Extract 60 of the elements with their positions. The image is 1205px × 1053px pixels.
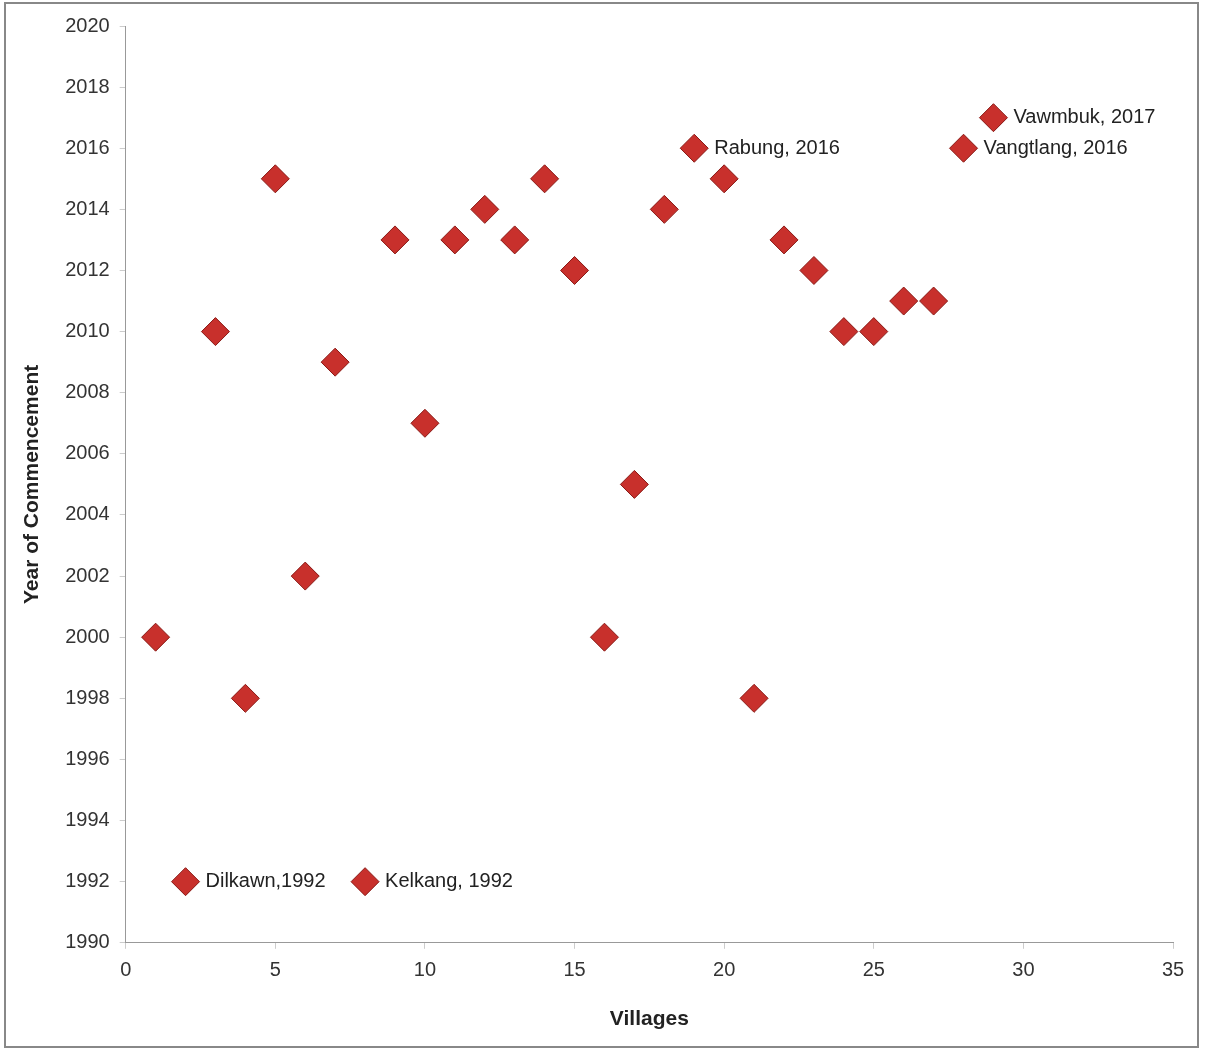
point: [679, 133, 709, 163]
point: [320, 347, 350, 377]
annotation: Vawmbuk, 2017: [1013, 105, 1156, 128]
y-tick-label: 1990: [65, 930, 110, 953]
point: [380, 225, 410, 255]
point: [949, 133, 979, 163]
point: [769, 225, 799, 255]
x-tick-label: 15: [563, 958, 586, 981]
point: [889, 286, 919, 316]
point: [589, 622, 619, 652]
point: [560, 255, 590, 285]
y-tick-label: 1998: [65, 685, 110, 708]
x-tick-label: 0: [120, 958, 132, 981]
point: [739, 683, 769, 713]
y-tick-label: 2000: [65, 624, 110, 647]
point: [141, 622, 171, 652]
y-tick-label: 2006: [65, 441, 110, 464]
point: [829, 317, 859, 347]
point: [709, 164, 739, 194]
y-tick-label: 2014: [65, 196, 110, 219]
point: [619, 469, 649, 499]
annotation: Vangtlang, 2016: [983, 135, 1128, 158]
point: [410, 408, 440, 438]
point: [260, 164, 290, 194]
point: [500, 225, 530, 255]
y-tick-label: 1992: [65, 869, 110, 892]
x-axis-title: Villages: [609, 1006, 689, 1030]
annotation: Dilkawn,1992: [205, 869, 326, 892]
point: [859, 317, 889, 347]
point: [200, 317, 230, 347]
y-tick-label: 2018: [65, 74, 110, 97]
y-axis-title: Year of Commencement: [19, 364, 43, 605]
point: [350, 867, 380, 897]
y-tick-label: 2012: [65, 258, 110, 280]
point: [649, 194, 679, 224]
y-tick-label: 1996: [65, 746, 110, 769]
point: [440, 225, 470, 255]
point: [470, 194, 500, 224]
y-tick-label: 1994: [65, 808, 110, 831]
annotation: Rabung, 2016: [714, 135, 840, 158]
x-tick-label: 25: [862, 958, 885, 981]
y-tick-label: 2008: [65, 380, 110, 403]
point: [530, 164, 560, 194]
x-tick-label: 35: [1161, 958, 1185, 981]
y-tick-label: 2020: [65, 13, 110, 36]
y-tick-label: 2002: [65, 563, 110, 586]
point: [919, 286, 949, 316]
annotation: Kelkang, 1992: [385, 869, 513, 892]
x-tick-label: 10: [413, 958, 437, 981]
y-tick-label: 2010: [65, 319, 110, 342]
point: [230, 683, 260, 713]
point: [978, 103, 1008, 133]
y-tick-label: 2004: [65, 502, 110, 525]
x-tick-label: 30: [1012, 958, 1035, 981]
x-tick-label: 5: [269, 958, 281, 981]
point: [799, 255, 829, 285]
point: [290, 561, 320, 591]
x-tick-label: 20: [713, 958, 736, 981]
point: [171, 867, 201, 897]
y-tick-label: 2016: [65, 135, 110, 158]
